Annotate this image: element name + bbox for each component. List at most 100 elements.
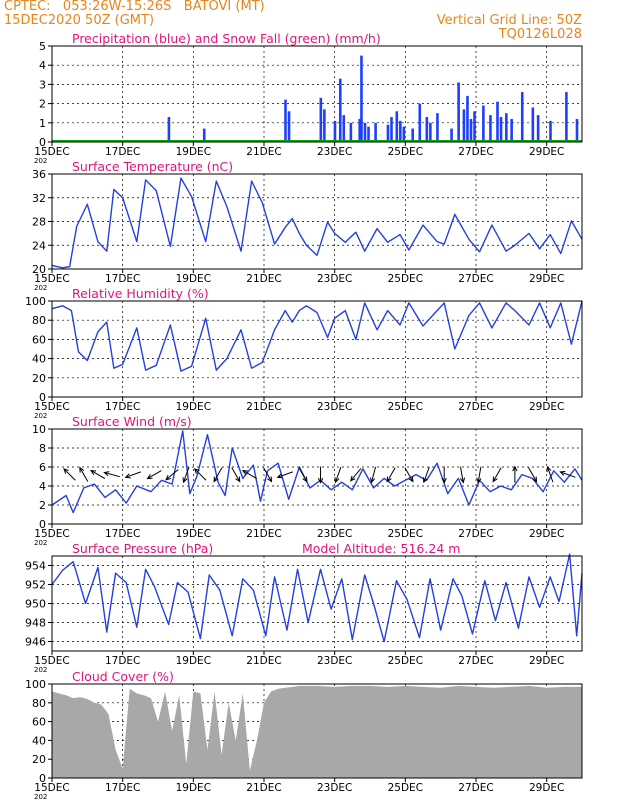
- x-tick-label: 21DEC: [246, 273, 281, 285]
- panel-title: Surface Wind (m/s): [72, 414, 192, 429]
- wind-arrow: [298, 467, 308, 482]
- x-tick-label: 17DEC: [105, 146, 140, 158]
- precip-bar: [436, 113, 439, 142]
- header-run-time: 15DEC2020 50Z (GMT): [4, 13, 155, 28]
- y-tick-label: 5: [39, 40, 46, 53]
- x-tick-label: 25DEC: [388, 401, 423, 413]
- wind-arrow-head: [79, 466, 85, 473]
- wind-arrow: [492, 467, 502, 482]
- y-tick-label: 36: [32, 168, 46, 181]
- wind-arrow: [147, 470, 162, 480]
- y-tick-label: 0: [39, 391, 46, 404]
- panel-title: Precipitation (blue) and Snow Fall (gree…: [72, 31, 381, 46]
- precip-bar: [349, 122, 353, 142]
- precip-bar: [390, 117, 393, 142]
- wind-arrow-head: [276, 473, 283, 479]
- x-tick-label: 21DEC: [246, 655, 281, 667]
- precip-bar: [367, 126, 370, 142]
- precip-bar: [505, 113, 508, 142]
- y-tick-label: 80: [32, 314, 46, 327]
- x-tick-label: 19DEC: [176, 528, 211, 540]
- wind-arrow: [242, 470, 258, 480]
- wind-arrow: [104, 472, 120, 478]
- precip-bar: [466, 95, 469, 142]
- y-tick-label: 100: [25, 678, 46, 691]
- wind-arrow: [350, 468, 362, 482]
- x-tick-label: 29DEC: [529, 528, 564, 540]
- y-tick-label: 20: [32, 263, 46, 276]
- y-tick-label: 948: [25, 617, 46, 630]
- wind-arrow-head: [63, 468, 69, 474]
- wind-arrow: [183, 466, 190, 483]
- wind-arrow: [90, 470, 106, 480]
- y-tick-label: 8: [39, 442, 46, 455]
- precip-bar: [386, 124, 390, 142]
- header-model-code: TQ0126L028: [498, 27, 582, 42]
- precip-bar: [565, 92, 568, 142]
- precip-bar: [363, 122, 367, 142]
- y-tick-label: 100: [25, 295, 46, 308]
- precip-bar: [374, 122, 377, 142]
- precip-bar: [411, 128, 414, 142]
- precip-bar: [319, 97, 323, 142]
- x-tick-label: 25DEC: [388, 528, 423, 540]
- wind-arrow: [277, 471, 293, 478]
- x-tick-label: 15DEC: [34, 655, 69, 667]
- wind-arrow: [231, 467, 241, 482]
- precip-bar: [469, 118, 473, 142]
- x-tick-label: 15DEC: [34, 528, 69, 540]
- header-grid-note: Vertical Grid Line: 50Z: [436, 13, 582, 28]
- wind-arrow: [546, 466, 554, 483]
- wind-arrow: [459, 466, 464, 483]
- y-tick-label: 24: [32, 239, 46, 252]
- precip-bar: [429, 122, 432, 142]
- precip-bar: [496, 101, 499, 142]
- wind-arrow-head: [124, 473, 131, 479]
- precip-bar: [462, 109, 466, 142]
- wind-arrow: [423, 466, 430, 483]
- x-tick-label: 19DEC: [176, 655, 211, 667]
- precip-bar: [284, 99, 287, 142]
- x-tick-label: 19DEC: [176, 146, 211, 158]
- precip-bar: [425, 117, 429, 142]
- wind-arrow-head: [165, 474, 171, 481]
- x-tick-label: 19DEC: [176, 782, 211, 794]
- y-tick-label: 40: [32, 353, 46, 366]
- y-tick-label: 954: [25, 560, 46, 573]
- wind-arrow-head: [90, 470, 97, 476]
- precip-bar: [510, 118, 513, 142]
- precip-bar: [418, 103, 422, 142]
- precip-bar: [531, 107, 535, 142]
- x-year-label: 202: [34, 666, 47, 674]
- wind-arrow-head: [370, 477, 376, 484]
- x-tick-label: 15DEC: [34, 401, 69, 413]
- wind-arrow-head: [267, 476, 273, 483]
- wind-arrow: [528, 467, 537, 482]
- x-tick-label: 19DEC: [176, 273, 211, 285]
- precip-bar: [575, 118, 579, 142]
- x-tick-label: 15DEC: [34, 273, 69, 285]
- wind-arrow-head: [476, 477, 482, 484]
- wind-arrow: [194, 468, 207, 481]
- panel-frame: [51, 683, 583, 779]
- x-tick-label: 21DEC: [246, 401, 281, 413]
- temp-line: [51, 177, 583, 269]
- wind-arrow: [263, 467, 272, 482]
- y-tick-label: 3: [39, 78, 46, 91]
- wind-arrow-head: [512, 465, 518, 472]
- wind-arrow-head: [146, 474, 153, 480]
- panel-title: Cloud Cover (%): [72, 669, 174, 684]
- y-tick-label: 2: [39, 499, 46, 512]
- wind-arrow-head: [459, 477, 466, 484]
- wind-arrow: [370, 466, 377, 483]
- x-tick-label: 23DEC: [317, 401, 352, 413]
- x-tick-label: 27DEC: [458, 655, 493, 667]
- precip-bar: [399, 120, 402, 142]
- cloud-cover-area: [52, 685, 582, 778]
- x-tick-label: 27DEC: [458, 782, 493, 794]
- y-tick-label: 28: [32, 216, 46, 229]
- precip-bar: [167, 117, 171, 142]
- x-tick-label: 15DEC: [34, 782, 69, 794]
- x-tick-label: 17DEC: [105, 401, 140, 413]
- y-tick-label: 4: [39, 59, 46, 72]
